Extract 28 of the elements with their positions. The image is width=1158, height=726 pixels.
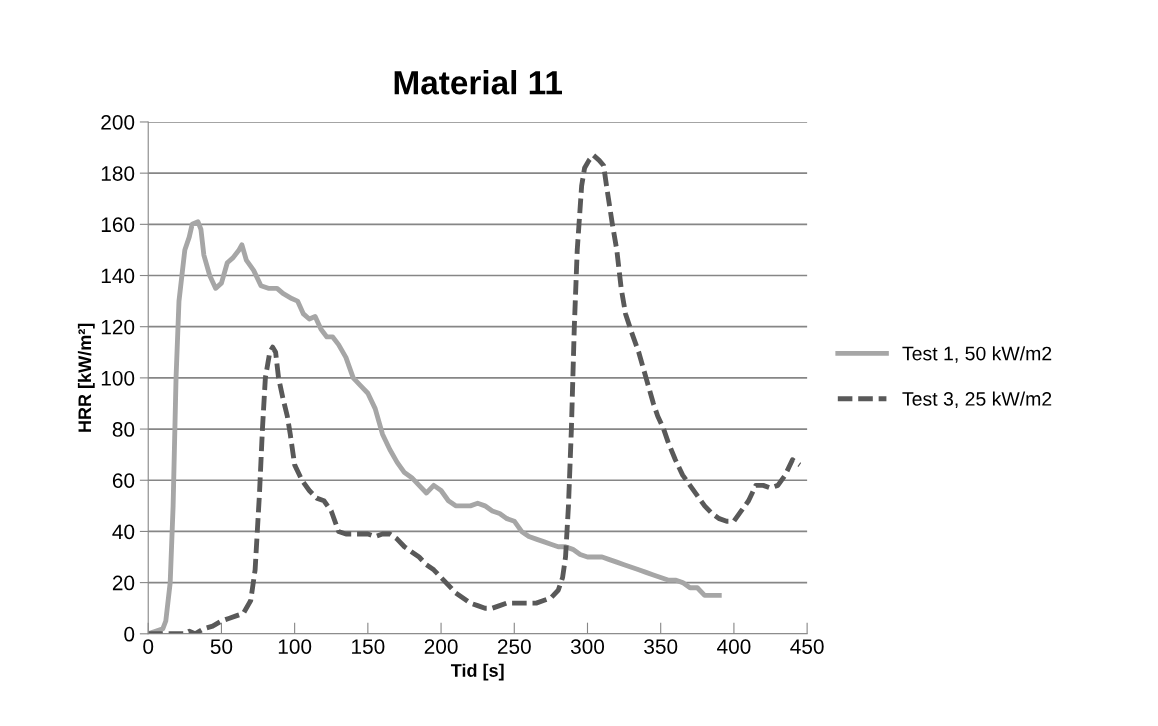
x-axis-title: Tid [s] bbox=[450, 663, 504, 681]
x-tick-label: 450 bbox=[790, 639, 824, 654]
x-tick-label: 0 bbox=[143, 639, 154, 654]
x-tick-label: 350 bbox=[644, 639, 678, 654]
y-tick-label: 120 bbox=[101, 319, 135, 335]
x-tick-label: 300 bbox=[570, 639, 605, 654]
chart-title: Material 11 bbox=[394, 70, 562, 95]
x-tick-label: 50 bbox=[210, 639, 233, 654]
y-axis-title: HRR [kW/m²] bbox=[77, 323, 95, 432]
y-tick-label: 200 bbox=[101, 114, 135, 130]
legend-label: Test 1, 50 kW/m2 bbox=[902, 346, 1052, 363]
y-tick-label: 160 bbox=[101, 217, 135, 233]
y-tick-label: 60 bbox=[112, 473, 135, 488]
y-tick-label: 80 bbox=[112, 422, 135, 437]
y-tick-label: 140 bbox=[101, 268, 135, 284]
y-tick-label: 0 bbox=[124, 626, 135, 642]
y-tick-label: 20 bbox=[112, 575, 135, 591]
x-tick-label: 250 bbox=[497, 639, 531, 654]
y-tick-label: 100 bbox=[101, 370, 135, 386]
line-series bbox=[148, 152, 803, 634]
x-tick-label: 100 bbox=[278, 639, 312, 654]
line-series bbox=[148, 219, 722, 634]
x-tick-label: 150 bbox=[352, 639, 385, 654]
x-tick-label: 400 bbox=[717, 639, 751, 654]
x-tick-label: 200 bbox=[424, 639, 458, 654]
legend-label: Test 3, 25 kW/m2 bbox=[902, 391, 1052, 409]
y-tick-label: 180 bbox=[101, 166, 135, 181]
y-tick-label: 40 bbox=[112, 524, 135, 540]
